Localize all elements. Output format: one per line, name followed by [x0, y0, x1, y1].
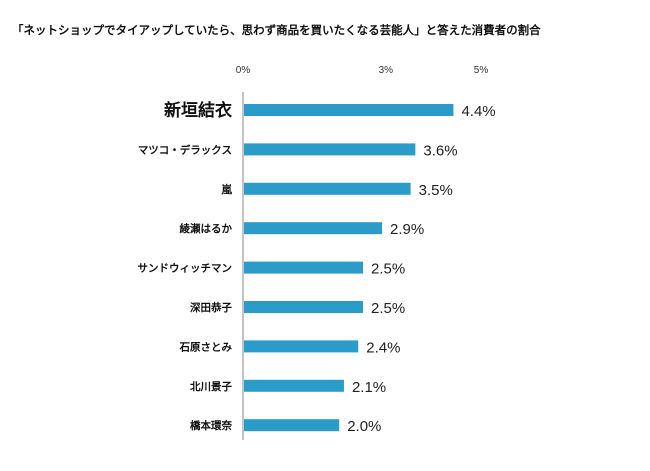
data-label: 3.6%: [423, 142, 457, 159]
x-tick-label: 0%: [236, 65, 251, 76]
data-label: 3.5%: [419, 182, 453, 199]
data-label: 4.4%: [461, 103, 495, 120]
bar: [244, 379, 344, 392]
data-label: 2.1%: [352, 379, 386, 396]
bar: [244, 419, 340, 432]
bar: [244, 182, 411, 195]
data-label: 2.0%: [347, 418, 381, 435]
category-label: 嵐: [221, 183, 233, 196]
category-label: マツコ・デラックス: [138, 143, 232, 156]
data-label: 2.9%: [390, 221, 424, 238]
category-label: 新垣結衣: [164, 100, 232, 121]
category-label: 北川景子: [190, 380, 232, 393]
data-label: 2.4%: [366, 339, 400, 356]
data-label: 2.5%: [371, 261, 405, 278]
category-label: 深田恭子: [190, 301, 232, 314]
bar: [244, 222, 383, 235]
bar: [244, 104, 454, 116]
category-label: 石原さとみ: [179, 341, 233, 353]
category-label: 綾瀬はるか: [180, 222, 233, 235]
x-tick-label: 5%: [474, 65, 489, 76]
category-label: サンドウィッチマン: [138, 263, 233, 275]
bar: [244, 340, 359, 353]
chart-title: 「ネットショップでタイアップしていたら、思わず商品を買いたくなる芸能人」と答えた…: [12, 23, 541, 37]
bar: [244, 261, 363, 274]
bar-rows: 新垣結衣 4.4% マツコ・デラックス 3.6% 嵐 3.5% 綾瀬はるか 2.9% サンドウィ…: [138, 100, 496, 435]
x-axis-ticks: 0% 3% 5%: [236, 65, 489, 76]
bar: [244, 143, 416, 156]
category-label: 橋本環奈: [190, 419, 232, 432]
x-tick-label: 3%: [379, 65, 394, 76]
data-label: 2.5%: [371, 300, 405, 317]
bar: [244, 301, 363, 313]
